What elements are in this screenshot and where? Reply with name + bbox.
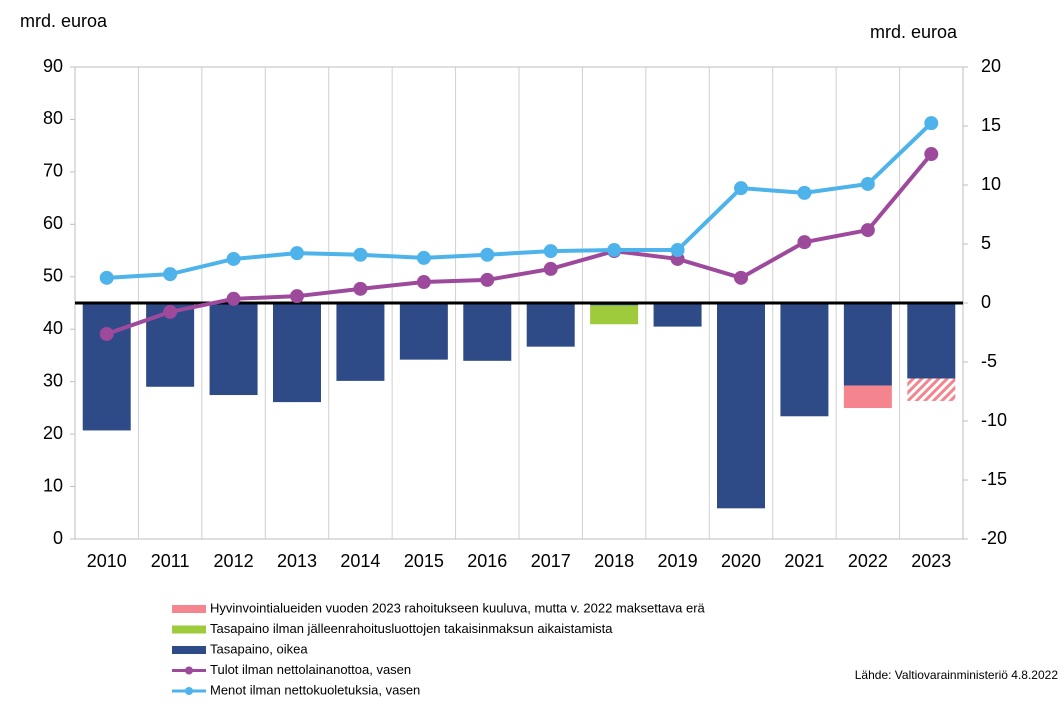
legend-swatch — [172, 625, 206, 634]
y-tick-label: 30 — [43, 370, 63, 390]
point — [607, 243, 622, 258]
point — [797, 185, 812, 200]
bar — [907, 303, 956, 379]
x-tick-label: 2010 — [87, 551, 127, 571]
source: Lähde: Valtiovarainministeriö 4.8.2022 — [855, 668, 1059, 682]
legend-label: Tasapaino ilman jälleenrahoitusluottojen… — [210, 621, 613, 636]
y2-tick-label: 0 — [981, 292, 991, 312]
legend-label: Menot ilman nettokuoletuksia, vasen — [210, 682, 420, 697]
point — [226, 291, 241, 306]
point — [226, 251, 241, 266]
x-tick-label: 2016 — [467, 551, 507, 571]
legend-swatch — [185, 666, 193, 675]
y-tick-label: 20 — [43, 423, 63, 443]
bar — [273, 303, 321, 403]
point — [797, 235, 812, 250]
y2-axis-title: mrd. euroa — [870, 22, 958, 42]
legend-label: Tulot ilman nettolainanottoa, vasen — [210, 662, 411, 677]
bar — [209, 303, 258, 396]
point — [353, 247, 368, 262]
point — [163, 304, 178, 319]
bar — [717, 303, 765, 509]
y-tick-label: 60 — [43, 213, 63, 233]
legend-swatch — [185, 687, 193, 695]
y-tick-label: 70 — [43, 161, 63, 181]
point — [860, 176, 875, 191]
point — [416, 275, 431, 290]
bar — [399, 303, 448, 360]
x-tick-label: 2017 — [531, 551, 571, 571]
bar — [780, 303, 829, 417]
point — [543, 244, 558, 259]
y2-tick-label: -5 — [981, 351, 997, 371]
y-tick-label: 10 — [43, 475, 63, 495]
point — [734, 181, 748, 196]
y-tick-label: 40 — [43, 318, 63, 338]
point — [543, 261, 558, 276]
x-tick-label: 2023 — [911, 551, 951, 571]
x-tick-label: 2013 — [277, 551, 317, 571]
point — [860, 223, 875, 238]
point — [99, 326, 114, 341]
bar — [653, 303, 702, 327]
point — [416, 250, 431, 265]
point — [163, 267, 178, 282]
bar — [463, 303, 512, 361]
x-tick-label: 2012 — [214, 551, 254, 571]
y2-tick-label: 10 — [981, 174, 1001, 194]
bar — [907, 378, 956, 401]
y2-tick-label: -10 — [981, 410, 1007, 430]
point — [290, 246, 304, 261]
y2-tick-label: -20 — [981, 528, 1007, 548]
legend-swatch — [172, 605, 206, 613]
y-tick-label: 90 — [43, 56, 63, 76]
y2-tick-label: 5 — [981, 233, 991, 253]
bar — [82, 303, 131, 431]
point — [480, 247, 495, 262]
point — [734, 270, 748, 285]
x-tick-label: 2022 — [848, 551, 888, 571]
point — [670, 243, 685, 258]
y2-tick-label: 20 — [981, 56, 1001, 76]
x-tick-label: 2020 — [721, 551, 761, 571]
y-tick-label: 0 — [53, 528, 63, 548]
line — [106, 121, 933, 280]
x-tick-label: 2019 — [658, 551, 698, 571]
point — [290, 289, 304, 304]
bar — [843, 385, 892, 409]
x-tick-label: 2014 — [340, 551, 380, 571]
bar — [843, 303, 892, 386]
legend-label: Tasapaino, oikea — [210, 641, 308, 656]
point — [480, 272, 495, 287]
point — [99, 270, 114, 285]
legend-swatch — [172, 646, 206, 654]
point — [924, 116, 939, 131]
point — [924, 147, 939, 162]
bar — [526, 303, 575, 347]
y2-tick-label: 15 — [981, 115, 1001, 135]
bar — [336, 303, 385, 381]
x-tick-label: 2021 — [784, 551, 824, 571]
x-tick-label: 2011 — [151, 551, 190, 571]
legend-label: Hyvinvointialueiden vuoden 2023 rahoituk… — [210, 600, 706, 615]
y-tick-label: 80 — [43, 108, 63, 128]
line — [106, 152, 933, 336]
y2-tick-label: -15 — [981, 469, 1007, 489]
x-tick-label: 2018 — [594, 551, 634, 571]
y-axis-title: mrd. euroa — [20, 11, 108, 31]
x-tick-label: 2015 — [404, 551, 444, 571]
y-tick-label: 50 — [43, 266, 63, 286]
bar — [590, 305, 639, 325]
point — [353, 281, 368, 296]
